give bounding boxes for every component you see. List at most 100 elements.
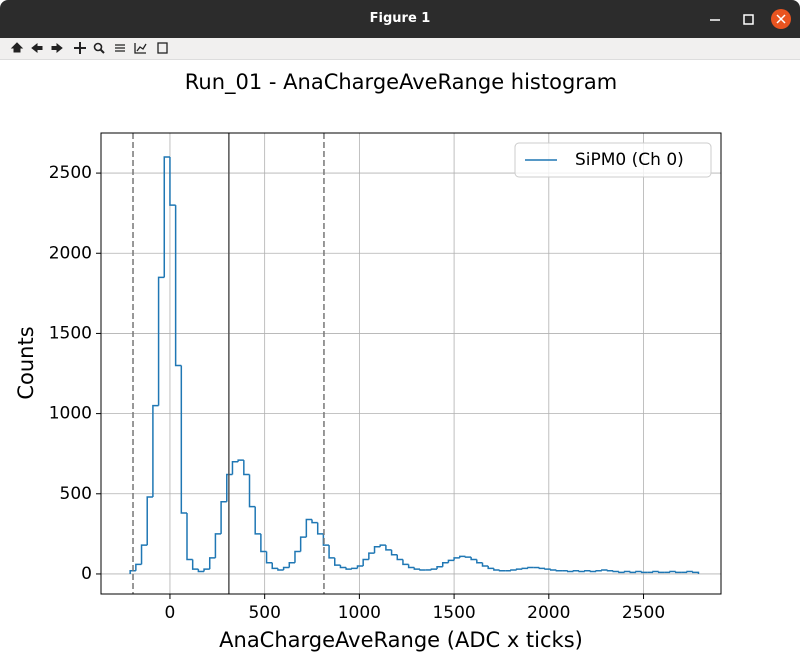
histogram-bin [226, 473, 233, 502]
histogram-bin [271, 562, 278, 570]
histogram-bin [254, 506, 261, 535]
y-tick-label: 500 [60, 484, 92, 504]
histogram-bin [163, 156, 170, 278]
histogram-bin [407, 564, 415, 569]
histogram-bin [265, 551, 273, 564]
histogram-bin [692, 571, 700, 574]
histogram-bin [595, 570, 602, 572]
toolbar [0, 38, 800, 60]
histogram-bin [635, 570, 642, 573]
histogram-bin [515, 568, 523, 570]
histogram-bin [419, 569, 426, 571]
y-tick-label: 2000 [49, 243, 92, 263]
histogram-bin [601, 569, 608, 571]
histogram-bin [390, 549, 398, 556]
title-bar: Figure 1 [0, 0, 800, 38]
histogram-bin [493, 568, 500, 571]
histogram-bin [197, 569, 205, 573]
histogram-bin [129, 570, 136, 574]
legend-label: SiPM0 (Ch 0) [575, 150, 684, 170]
figure: Run_01 - AnaChargeAveRange histogram Ana… [14, 70, 722, 652]
histogram-bin [538, 567, 546, 570]
y-tick-label: 0 [81, 564, 92, 584]
histogram-bin [339, 565, 347, 569]
legend: SiPM0 (Ch 0) [514, 142, 712, 178]
home-button[interactable] [10, 42, 24, 53]
x-tick-label: 2000 [527, 603, 570, 623]
histogram-bin [527, 566, 534, 569]
save-button[interactable] [157, 42, 168, 54]
histogram-bin [334, 557, 341, 566]
histogram-bin [191, 559, 199, 570]
x-tick-label: 0 [165, 603, 176, 623]
histogram-bin [584, 570, 591, 572]
histogram-bin [299, 536, 307, 552]
y-tick-label: 2500 [49, 163, 92, 183]
maximize-button[interactable] [743, 14, 754, 25]
back-button[interactable] [31, 42, 43, 54]
configure-button[interactable] [115, 44, 125, 52]
histogram-bin [362, 558, 369, 566]
legend-box [514, 142, 712, 178]
histogram-bin [311, 519, 318, 524]
histogram-bin [208, 557, 216, 570]
histogram-bin [328, 545, 335, 559]
histogram-bin [413, 567, 420, 570]
histogram-bin [623, 570, 631, 573]
chart-title: Run_01 - AnaChargeAveRange histogram [185, 70, 618, 95]
histogram-bin [430, 568, 438, 570]
x-tick-label: 500 [248, 603, 280, 623]
histogram-bin [453, 557, 460, 561]
y-tick-label: 1000 [49, 404, 92, 424]
histogram-bin [260, 533, 267, 553]
histogram-bin [345, 567, 352, 570]
histogram-bin [135, 563, 142, 571]
histogram-bin [447, 559, 455, 563]
x-tick-label: 2500 [622, 603, 665, 623]
close-button[interactable] [771, 9, 791, 29]
histogram-bin [396, 554, 403, 561]
histogram-bin [640, 571, 648, 574]
histogram-bin [305, 518, 313, 538]
histogram-bin [368, 552, 375, 560]
histogram-bin [612, 570, 619, 573]
histogram-bin [578, 570, 585, 573]
x-tick-label: 1000 [338, 603, 381, 623]
histogram-bin [549, 569, 557, 571]
zoom-button[interactable] [93, 42, 105, 54]
histogram-bin [186, 513, 193, 561]
histogram-bin [674, 571, 682, 574]
histogram-bin [157, 276, 165, 406]
histogram-bin [487, 565, 494, 570]
window-title: Figure 1 [369, 11, 431, 26]
histogram-bin [174, 205, 182, 367]
histogram-bin [567, 570, 574, 573]
histogram-bin [470, 557, 477, 561]
histogram-bin [606, 569, 614, 572]
histogram-bin [629, 571, 636, 574]
histogram-bin [203, 568, 210, 572]
forward-button[interactable] [51, 42, 63, 54]
histogram-bin [322, 533, 330, 546]
histogram-bin [231, 460, 239, 475]
histogram-bin [555, 569, 563, 572]
histogram-bin [385, 545, 392, 551]
histogram-bin [277, 568, 284, 571]
histogram-bin [652, 570, 659, 573]
histogram-bin [351, 567, 358, 570]
histogram-bin [657, 571, 665, 574]
histogram-bin [288, 561, 295, 568]
window-controls [710, 9, 791, 29]
toolbar-icons [10, 42, 168, 54]
x-axis-label: AnaChargeAveRange (ADC x ticks) [219, 628, 583, 652]
histogram-bin [572, 570, 580, 572]
histogram-bin [510, 569, 517, 571]
histogram-bin [248, 474, 256, 508]
histogram-bin [402, 559, 409, 566]
histogram-bin [140, 544, 148, 565]
histogram-bin [589, 570, 597, 573]
histogram-bin [180, 365, 188, 514]
edit-axes-button[interactable] [134, 43, 147, 54]
pan-button[interactable] [74, 42, 86, 54]
